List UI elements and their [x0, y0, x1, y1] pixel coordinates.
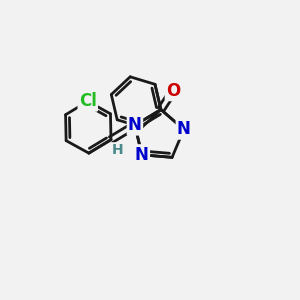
Text: O: O [166, 82, 180, 100]
Text: Cl: Cl [79, 92, 97, 110]
Text: H: H [112, 143, 123, 157]
Text: N: N [177, 120, 191, 138]
Text: N: N [128, 116, 142, 134]
Text: S: S [135, 146, 148, 164]
Text: N: N [135, 146, 149, 164]
